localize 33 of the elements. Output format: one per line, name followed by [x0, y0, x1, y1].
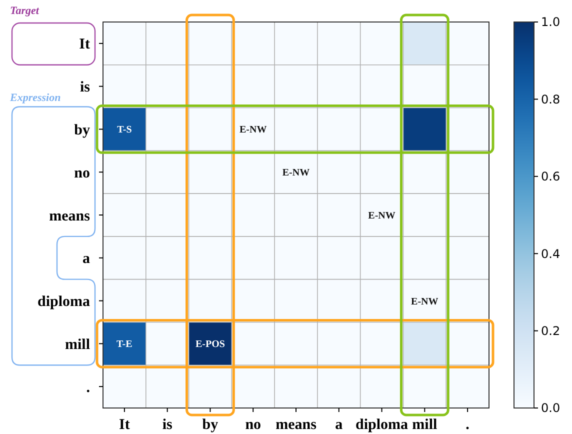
text: Target [10, 5, 40, 17]
text: Expression [9, 92, 61, 104]
x-tick-label: means [276, 417, 317, 433]
y-tick-label: diploma [37, 294, 90, 310]
x-tick-label: is [162, 417, 172, 433]
data-label: E-NW [368, 210, 396, 222]
y-tick-label: by [74, 122, 90, 138]
color-bar-label: 1.0 [541, 15, 560, 30]
color-bar-label: 0.4 [541, 246, 560, 261]
color-bar-label: 0.6 [541, 170, 560, 184]
data-label: E-NW [239, 124, 267, 136]
x-tick-label: by [202, 417, 219, 433]
x-tick-label: diploma [356, 417, 409, 433]
y-tick-label: means [49, 208, 90, 224]
y-tick-label: mill [65, 336, 90, 353]
data-label: T-S [117, 124, 132, 136]
x-tick-label: a [335, 417, 344, 433]
y-tick-label: a [82, 251, 90, 268]
data-label: E-NW [411, 296, 438, 308]
data-label: E-NW [282, 168, 310, 179]
y-tick-label: . [86, 380, 90, 396]
x-tick-label: no [245, 417, 262, 433]
y-tick-label: no [74, 165, 90, 182]
x-tick-label: It [119, 417, 130, 433]
color-bar-label: 0.2 [541, 324, 560, 338]
data-label: E-POS [195, 339, 226, 350]
color-bar-label: 0.0 [541, 401, 560, 416]
y-tick-label: It [79, 36, 90, 53]
color-bar-label: 0.8 [541, 92, 560, 106]
x-tick-label: mill [412, 417, 438, 433]
x-tick-label: . [466, 417, 470, 433]
y-tick-label: is [80, 80, 90, 96]
data-label: T-E [116, 339, 133, 350]
